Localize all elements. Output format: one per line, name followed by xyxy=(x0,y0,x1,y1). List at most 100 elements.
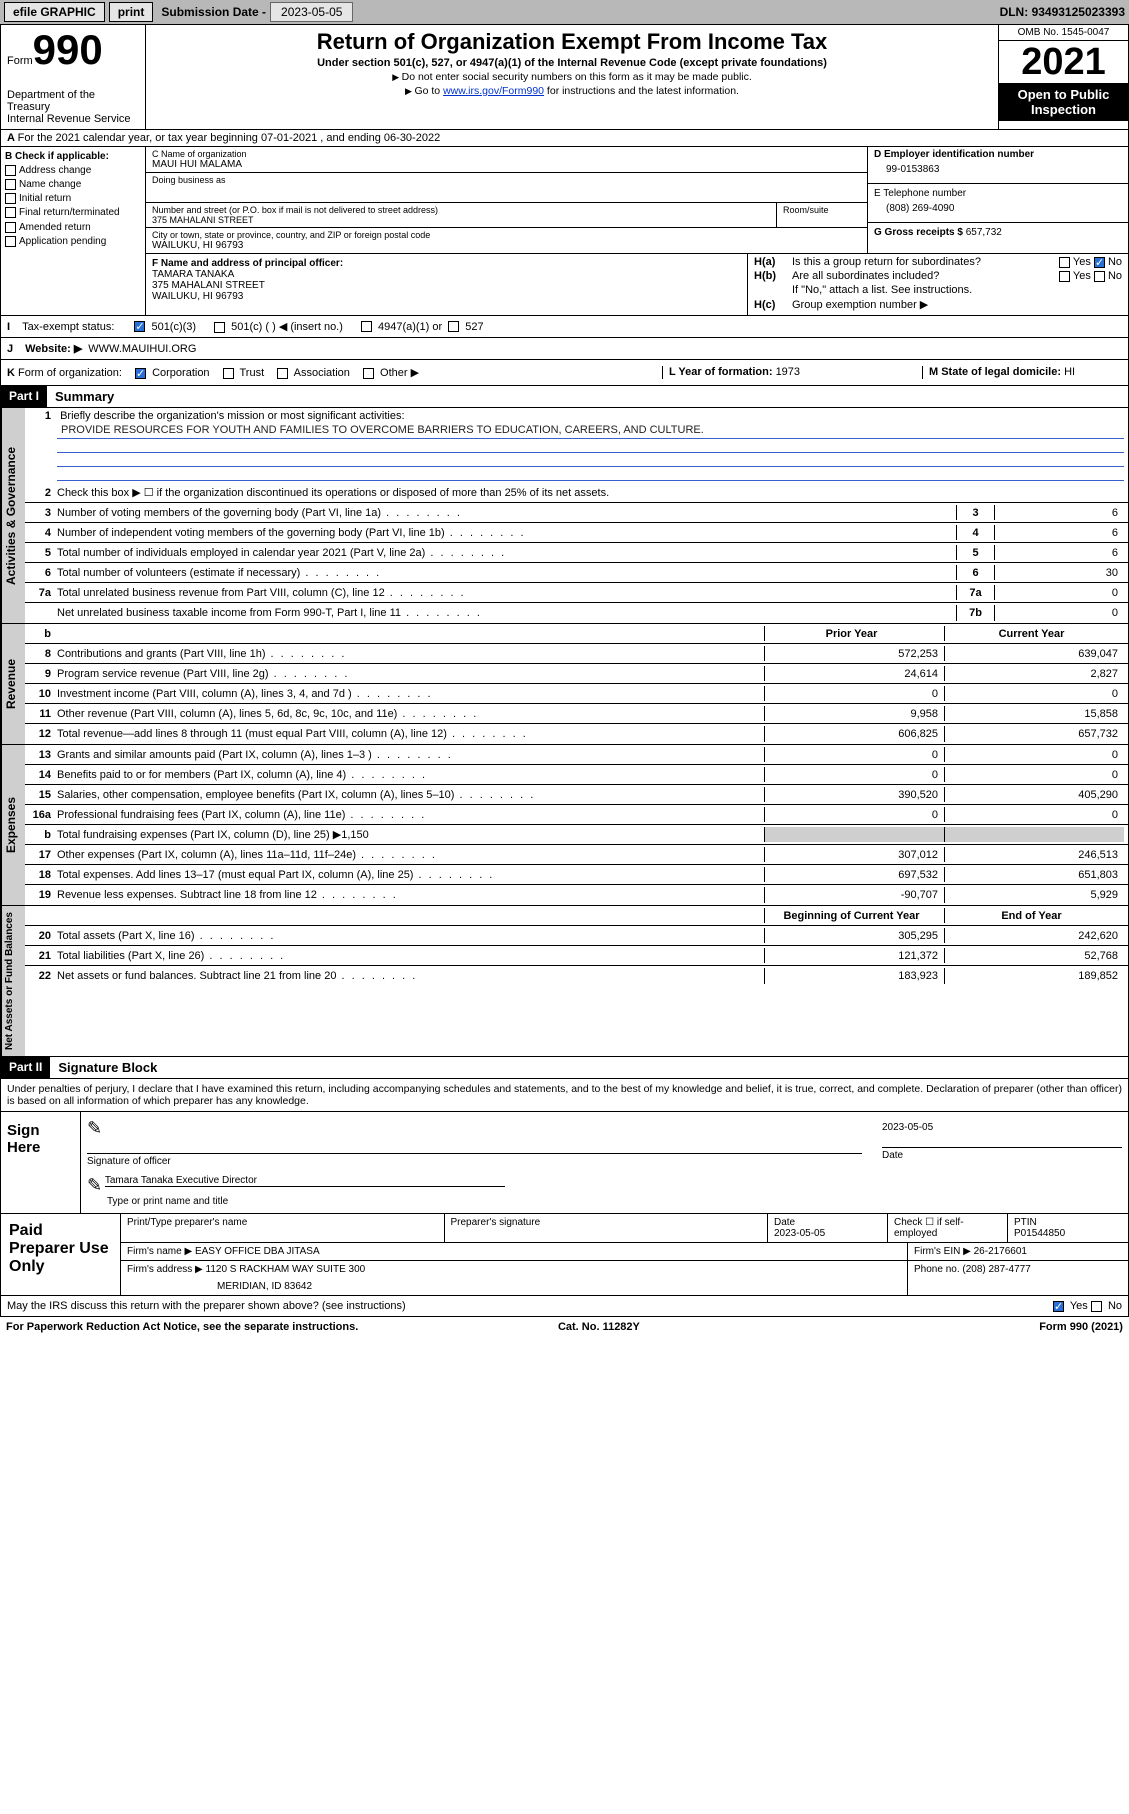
j-key: J xyxy=(7,343,13,355)
firm-phone-cell: Phone no. (208) 287-4777 xyxy=(908,1261,1128,1295)
street-cell: Number and street (or P.O. box if mail i… xyxy=(146,203,777,227)
row-j: J Website: ▶ WWW.MAUIHUI.ORG xyxy=(0,338,1129,360)
city-label: City or town, state or province, country… xyxy=(152,230,861,240)
sig-date: 2023-05-05 xyxy=(882,1122,1122,1133)
chk-527[interactable] xyxy=(448,321,459,332)
print-button[interactable]: print xyxy=(109,2,154,22)
suite-label: Room/suite xyxy=(783,205,829,215)
discuss-row: May the IRS discuss this return with the… xyxy=(0,1296,1129,1317)
sign-here-row: Sign Here ✎ Signature of officer 2023-05… xyxy=(1,1111,1128,1213)
tel-value: (808) 269-4090 xyxy=(874,199,1122,218)
expenses-body: 13Grants and similar amounts paid (Part … xyxy=(25,745,1128,905)
discuss-no-chk[interactable] xyxy=(1091,1301,1102,1312)
exp-row-14: 14Benefits paid to or for members (Part … xyxy=(25,765,1128,785)
exp-row-17: 17Other expenses (Part IX, column (A), l… xyxy=(25,845,1128,865)
chk-4947[interactable] xyxy=(361,321,372,332)
chk-501c[interactable] xyxy=(214,322,225,333)
signature-block: Under penalties of perjury, I declare th… xyxy=(0,1079,1129,1214)
irs-link[interactable]: www.irs.gov/Form990 xyxy=(443,85,544,97)
firm-phone: (208) 287-4777 xyxy=(962,1264,1030,1275)
vert-revenue: Revenue xyxy=(1,624,25,744)
suite-cell: Room/suite xyxy=(777,203,867,227)
gov-row-7a: 7aTotal unrelated business revenue from … xyxy=(25,583,1128,603)
prior-year-hdr: Prior Year xyxy=(764,626,944,641)
part2-header: Part II Signature Block xyxy=(0,1057,1129,1079)
form-header: Form990 Department of the Treasury Inter… xyxy=(0,24,1129,130)
chk-corp[interactable] xyxy=(135,368,146,379)
firm-name: EASY OFFICE DBA JITASA xyxy=(195,1246,320,1257)
vert-expenses: Expenses xyxy=(1,745,25,905)
efile-graphic-button[interactable]: efile GRAPHIC xyxy=(4,2,105,22)
part2-title: Signature Block xyxy=(50,1057,165,1078)
chk-trust[interactable] xyxy=(223,368,234,379)
chk-application-pending[interactable]: Application pending xyxy=(5,236,141,247)
form-ref: Form 990 (2021) xyxy=(1039,1321,1123,1333)
gov-row-5: 5Total number of individuals employed in… xyxy=(25,543,1128,563)
ha-yes-chk[interactable] xyxy=(1059,257,1070,268)
open-public-badge: Open to Public Inspection xyxy=(999,83,1128,121)
prep-sig-hdr: Preparer's signature xyxy=(445,1214,769,1242)
org-name-label: C Name of organization xyxy=(152,149,861,159)
current-year-hdr: Current Year xyxy=(944,626,1124,641)
exp-row-15: 15Salaries, other compensation, employee… xyxy=(25,785,1128,805)
row-klm: K Form of organization: Corporation Trus… xyxy=(0,360,1129,386)
pen-icon: ✎ xyxy=(87,1118,102,1138)
chk-501c3[interactable] xyxy=(134,321,145,332)
firm-ein: 26-2176601 xyxy=(974,1246,1027,1257)
firm-addr-cell: Firm's address ▶ 1120 S RACKHAM WAY SUIT… xyxy=(121,1261,908,1295)
mission-blank2 xyxy=(57,453,1124,467)
chk-address-change[interactable]: Address change xyxy=(5,165,141,176)
discuss-yes-chk[interactable] xyxy=(1053,1301,1064,1312)
part1-badge: Part I xyxy=(1,386,47,407)
sig-name: Tamara Tanaka Executive Director xyxy=(105,1175,505,1187)
sig-officer-label: Signature of officer xyxy=(87,1156,171,1167)
ha-no-chk[interactable] xyxy=(1094,257,1105,268)
block-bcdefgh: B Check if applicable: Address change Na… xyxy=(0,147,1129,316)
na-row-22: 22Net assets or fund balances. Subtract … xyxy=(25,966,1128,986)
street-label: Number and street (or P.O. box if mail i… xyxy=(152,205,770,215)
prep-firm-row: Firm's name ▶ EASY OFFICE DBA JITASA Fir… xyxy=(121,1243,1128,1261)
officer-name: TAMARA TANAKA xyxy=(152,269,741,280)
hb-no-chk[interactable] xyxy=(1094,271,1105,282)
part1-header: Part I Summary xyxy=(0,386,1129,408)
h-a-row: H(a) Is this a group return for subordin… xyxy=(754,256,1122,268)
beginning-year-hdr: Beginning of Current Year xyxy=(764,908,944,923)
k-label: Form of organization: xyxy=(18,367,122,379)
form-subtitle: Under section 501(c), 527, or 4947(a)(1)… xyxy=(152,57,992,69)
chk-other[interactable] xyxy=(363,368,374,379)
exp-row-19: 19Revenue less expenses. Subtract line 1… xyxy=(25,885,1128,905)
bottom-row: For Paperwork Reduction Act Notice, see … xyxy=(0,1317,1129,1337)
hc-key: H(c) xyxy=(754,299,792,311)
mission-blank3 xyxy=(57,467,1124,481)
chk-assoc[interactable] xyxy=(277,368,288,379)
na-row-21: 21Total liabilities (Part X, line 26)121… xyxy=(25,946,1128,966)
submission-date-label: Submission Date - xyxy=(161,5,266,19)
chk-amended-return[interactable]: Amended return xyxy=(5,222,141,233)
firm-ein-cell: Firm's EIN ▶ 26-2176601 xyxy=(908,1243,1128,1260)
org-name-cell: C Name of organization MAUI HUI MALAMA xyxy=(146,147,867,173)
col-cd: C Name of organization MAUI HUI MALAMA D… xyxy=(146,147,1128,315)
chk-final-return[interactable]: Final return/terminated xyxy=(5,207,141,218)
section-expenses: Expenses 13Grants and similar amounts pa… xyxy=(0,745,1129,906)
rev-row-12: 12Total revenue—add lines 8 through 11 (… xyxy=(25,724,1128,744)
gov-row-3: 3Number of voting members of the governi… xyxy=(25,503,1128,523)
hb-yes-chk[interactable] xyxy=(1059,271,1070,282)
revenue-body: b Prior Year Current Year 8Contributions… xyxy=(25,624,1128,744)
prep-self-emp: Check ☐ if self-employed xyxy=(888,1214,1008,1242)
row-m: M State of legal domicile: HI xyxy=(922,366,1122,379)
row-fgh: F Name and address of principal officer:… xyxy=(146,253,1128,315)
gross-value: 657,732 xyxy=(966,227,1002,238)
part2-badge: Part II xyxy=(1,1057,50,1078)
col-c: C Name of organization MAUI HUI MALAMA D… xyxy=(146,147,868,253)
dba-label: Doing business as xyxy=(152,175,861,185)
paperwork-notice: For Paperwork Reduction Act Notice, see … xyxy=(6,1321,358,1333)
city-value: WAILUKU, HI 96793 xyxy=(152,240,243,251)
rev-row-9: 9Program service revenue (Part VIII, lin… xyxy=(25,664,1128,684)
chk-initial-return[interactable]: Initial return xyxy=(5,193,141,204)
website-value: WWW.MAUIHUI.ORG xyxy=(88,343,196,355)
h-b-note: If "No," attach a list. See instructions… xyxy=(754,284,1122,296)
chk-name-change[interactable]: Name change xyxy=(5,179,141,190)
firm-addr1: 1120 S RACKHAM WAY SUITE 300 xyxy=(206,1264,366,1275)
ein-label: D Employer identification number xyxy=(874,149,1122,160)
addr-row: Number and street (or P.O. box if mail i… xyxy=(146,203,867,228)
